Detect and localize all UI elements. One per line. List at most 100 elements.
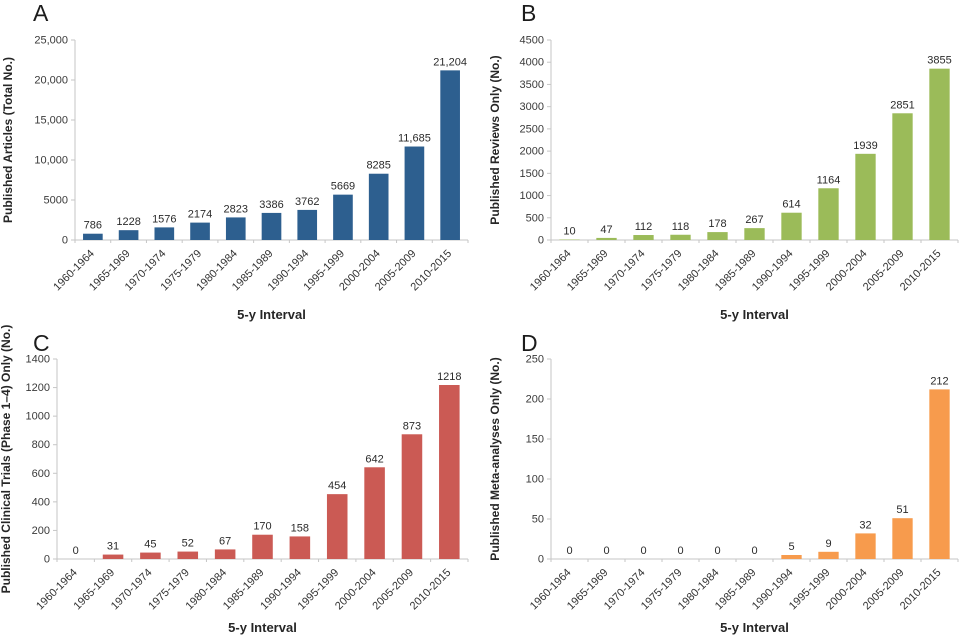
value-label: 786: [84, 220, 102, 232]
y-tick-label: 0: [62, 235, 68, 247]
value-label: 2823: [224, 203, 248, 215]
value-label: 47: [600, 224, 612, 236]
value-label: 11,685: [398, 133, 431, 145]
bar: [364, 467, 385, 559]
value-label: 3855: [927, 55, 951, 67]
value-label: 45: [144, 539, 156, 551]
y-tick-label: 250: [526, 354, 544, 366]
y-tick-label: 600: [32, 468, 50, 480]
bar: [929, 389, 950, 559]
y-tick-label: 25,000: [34, 35, 68, 47]
value-label: 170: [253, 521, 271, 533]
value-label: 21,204: [433, 56, 467, 68]
value-label: 873: [403, 420, 421, 432]
bar: [440, 70, 460, 240]
bar: [177, 551, 199, 559]
y-tick-label: 0: [538, 554, 544, 566]
y-tick-label: 150: [526, 434, 544, 446]
panel-a: A 0 5000 10,000 15,000 20,000 25,000 786 1960-1…: [0, 0, 488, 330]
bar: [333, 194, 353, 240]
bar: [404, 146, 425, 240]
value-label: 9: [825, 538, 831, 550]
y-tick-label: 1200: [26, 382, 50, 394]
bar: [102, 554, 124, 559]
x-axis-title: 5-y Interval: [720, 307, 789, 322]
y-tick-label: 800: [32, 439, 50, 451]
y-tick-label: 100: [526, 474, 544, 486]
value-label: 0: [714, 545, 720, 557]
y-tick-label: 1500: [520, 168, 544, 180]
y-tick-label: 10,000: [34, 155, 68, 167]
y-tick-label: 2000: [520, 146, 544, 158]
bar: [368, 173, 389, 240]
y-tick-label: 200: [526, 394, 544, 406]
y-tick-label: 1000: [520, 190, 544, 202]
bar: [439, 385, 460, 559]
y-tick-label: 4000: [520, 57, 544, 69]
value-label: 118: [672, 221, 690, 233]
bar: [818, 188, 839, 240]
value-label: 212: [930, 375, 948, 387]
value-label: 5669: [331, 181, 355, 193]
value-label: 67: [219, 535, 231, 547]
bar: [83, 233, 103, 240]
bar: [781, 212, 802, 240]
bar: [633, 235, 654, 240]
value-label: 10: [563, 226, 575, 238]
bar: [225, 217, 246, 240]
panel-letter-d: D: [521, 330, 538, 356]
panel-d: D 0 50 100 150 200 250 0 1960-1964 0 1965-1969 0 19…: [488, 330, 976, 638]
bar: [596, 237, 617, 240]
panel-letter-c: C: [33, 330, 50, 356]
y-tick-label: 50: [532, 514, 544, 526]
value-label: 1576: [152, 213, 176, 225]
bar: [892, 518, 913, 559]
panel-letter-b: B: [521, 0, 537, 26]
panel-b: B 0 500 1000 1500 2000 2500 3000 3500 4000 4500 10…: [488, 0, 976, 330]
value-label: 2851: [890, 99, 914, 111]
bar: [744, 228, 765, 240]
bar: [140, 552, 161, 559]
value-label: 3386: [259, 199, 283, 211]
value-label: 1218: [437, 371, 461, 383]
y-tick-label: 200: [32, 525, 50, 537]
bar: [781, 555, 802, 559]
bar: [818, 551, 839, 559]
y-tick-label: 4500: [520, 35, 544, 47]
value-label: 1939: [853, 140, 877, 152]
y-tick-label: 400: [32, 496, 50, 508]
bar-chart-published-reviews: 0 500 1000 1500 2000 2500 3000 3500 4000 4500 10 19…: [488, 35, 959, 322]
bar: [190, 222, 210, 240]
bar: [855, 533, 876, 559]
value-label: 2174: [188, 209, 212, 221]
value-label: 32: [859, 519, 871, 531]
y-tick-label: 500: [526, 212, 544, 224]
value-label: 454: [328, 480, 346, 492]
bar: [261, 212, 282, 240]
y-axis-title: Published Meta-analyses Only (No.): [488, 357, 502, 560]
value-label: 1228: [116, 216, 140, 228]
value-label: 3762: [295, 196, 319, 208]
value-label: 52: [182, 538, 194, 550]
bar: [154, 227, 175, 240]
value-label: 614: [782, 199, 800, 211]
category-label: 2010-2015: [408, 567, 454, 613]
bar: [252, 534, 273, 559]
value-label: 31: [107, 541, 119, 553]
y-tick-label: 0: [44, 554, 50, 566]
value-label: 0: [677, 545, 683, 557]
bar: [214, 549, 236, 559]
bar-chart-published-articles: 0500010,00015,00020,00025,0007861960-196…: [1, 35, 469, 322]
bar: [326, 494, 348, 559]
bar-chart-clinical-trials: 020040060080010001200140001960-196431196…: [0, 325, 469, 635]
value-label: 5: [788, 541, 794, 553]
bar: [855, 153, 876, 240]
y-tick-label: 15,000: [34, 115, 68, 127]
y-tick-label: 2500: [520, 123, 544, 135]
bar: [401, 434, 423, 559]
y-tick-label: 1400: [26, 354, 50, 366]
bar: [929, 68, 950, 241]
bar: [289, 536, 311, 559]
value-label: 1164: [817, 174, 841, 186]
